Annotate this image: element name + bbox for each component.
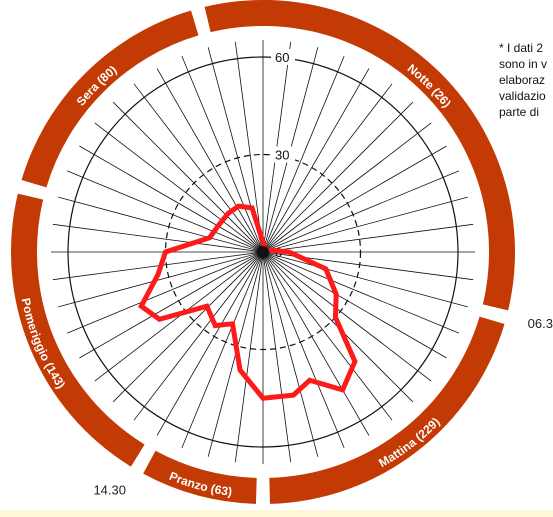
spoke-line: [262, 101, 414, 253]
spoke-line: [52, 223, 264, 253]
spoke-line: [112, 101, 264, 253]
spoke-line: [262, 170, 460, 253]
spoke-line: [262, 251, 468, 308]
spoke-line: [156, 251, 264, 436]
spoke-line: [66, 251, 264, 334]
spoke-line: [234, 251, 264, 463]
segment-arc: [143, 450, 257, 504]
spoke-line: [262, 55, 345, 253]
spoke-line: [58, 251, 264, 308]
segment-arc: [269, 316, 505, 504]
spoke-line: [262, 251, 319, 457]
spoke-line: [262, 122, 432, 253]
spoke-line: [79, 145, 264, 253]
center-hub: [257, 246, 269, 258]
footer-band: [0, 510, 553, 517]
spoke-line: [94, 251, 264, 382]
spoke-line: [52, 251, 264, 281]
spoke-line: [262, 251, 292, 463]
spoke-line: [262, 223, 474, 253]
footnote-line: * I dati 2: [499, 41, 544, 55]
spoke-line: [112, 251, 264, 403]
spoke-line: [262, 83, 393, 253]
segment-arc: [11, 193, 145, 467]
spoke-line: [262, 251, 345, 449]
footnote: * I dati 2 sono in v elaboraz validazio …: [499, 40, 553, 120]
spoke-line: [156, 68, 264, 253]
series-line: [138, 203, 358, 401]
radial-tick-label: 30: [275, 148, 289, 163]
tick-label-bg: [271, 146, 295, 163]
spoke-line: [262, 251, 393, 421]
spoke-line: [181, 251, 264, 449]
segment-arc: [204, 0, 515, 311]
segment-band: [11, 0, 515, 504]
spoke-line: [133, 251, 264, 421]
spoke-line: [181, 55, 264, 253]
footnote-line: validazio: [499, 89, 546, 103]
spoke-line: [234, 41, 264, 253]
spoke-line: [262, 251, 432, 382]
spoke-line: [262, 251, 370, 436]
time-label: 06.30: [528, 316, 553, 331]
series-layer: [138, 203, 358, 401]
spoke-line: [262, 251, 460, 334]
spoke-line: [262, 251, 447, 359]
spoke-grid: [51, 40, 475, 464]
footnote-line: sono in v: [499, 57, 548, 71]
radial-tick-label: 60: [275, 50, 289, 65]
spoke-line: [58, 196, 264, 253]
spoke-line: [262, 196, 468, 253]
segment-arc: [21, 10, 199, 188]
spoke-line: [66, 170, 264, 253]
ring-60: [67, 56, 459, 448]
footnote-line: parte di: [499, 105, 540, 119]
spoke-line: [262, 145, 447, 253]
footnote-line: elaboraz: [499, 73, 546, 87]
spoke-line: [133, 83, 264, 253]
spoke-line: [262, 68, 370, 253]
spoke-line: [94, 122, 264, 253]
time-label: 14.30: [93, 482, 126, 497]
spoke-line: [79, 251, 264, 359]
tick-label-bg: [271, 49, 295, 65]
